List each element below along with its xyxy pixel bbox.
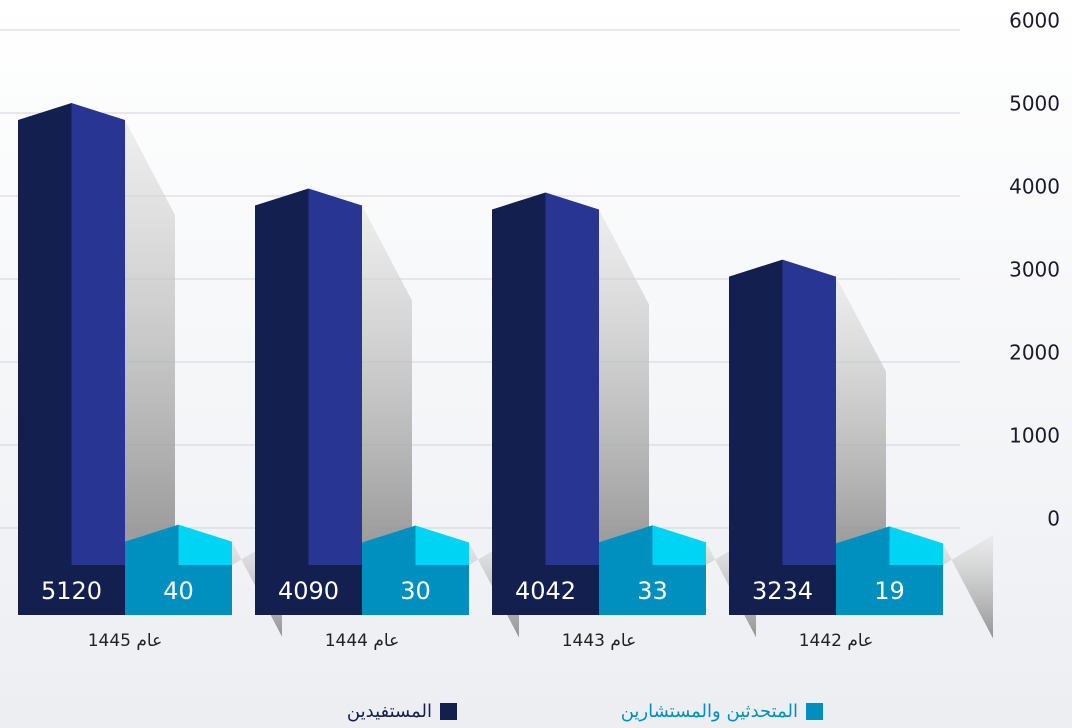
y-tick-label: 3000	[1009, 258, 1060, 282]
value-box	[729, 565, 836, 615]
bar-shadow	[362, 205, 412, 565]
bar-side	[415, 525, 469, 565]
bar	[492, 192, 599, 565]
bar-face	[599, 525, 653, 565]
bar-side	[178, 524, 232, 565]
y-tick-label: 4000	[1009, 175, 1060, 199]
value-label: 4090	[278, 577, 339, 605]
value-label: 4042	[515, 577, 576, 605]
legend-swatch	[440, 703, 457, 720]
bar-face	[362, 525, 416, 565]
bar-face	[492, 192, 546, 565]
x-tick-label: عام 1442	[799, 631, 874, 651]
value-box	[492, 565, 599, 615]
y-tick-label: 6000	[1009, 9, 1060, 33]
legend-label: المستفيدين	[347, 701, 432, 722]
bar-face	[729, 259, 783, 565]
y-tick-label: 5000	[1009, 92, 1060, 116]
value-box	[362, 565, 469, 615]
bar-side	[652, 525, 706, 565]
value-box	[255, 565, 362, 615]
value-label: 30	[400, 577, 431, 605]
bar-face	[18, 103, 72, 565]
bar-side	[71, 103, 125, 565]
value-label: 40	[163, 577, 194, 605]
bar	[362, 525, 469, 565]
bar	[836, 526, 943, 565]
bar	[599, 525, 706, 565]
bar-side	[545, 192, 599, 565]
value-box	[18, 565, 125, 615]
bar-face	[836, 526, 890, 565]
x-tick-label: عام 1443	[562, 631, 637, 651]
value-box	[125, 565, 232, 615]
value-label: 3234	[752, 577, 813, 605]
x-tick-label: عام 1444	[325, 631, 400, 651]
y-tick-label: 2000	[1009, 341, 1060, 365]
value-label: 5120	[41, 577, 102, 605]
bar-shadow	[836, 276, 886, 565]
bar-shadow	[599, 209, 649, 565]
bar	[18, 103, 125, 565]
value-box	[836, 565, 943, 615]
bar-side	[889, 526, 943, 565]
bar	[125, 524, 232, 565]
bar-side	[782, 259, 836, 565]
bar-shadow	[943, 535, 993, 639]
x-tick-label: عام 1445	[88, 631, 163, 651]
bar-face	[125, 524, 179, 565]
value-box	[599, 565, 706, 615]
bar	[255, 188, 362, 565]
bar-face	[255, 188, 309, 565]
y-tick-label: 1000	[1009, 424, 1060, 448]
bar-shadow	[125, 120, 175, 565]
value-label: 19	[874, 577, 905, 605]
legend-swatch	[806, 703, 823, 720]
bar-side	[308, 188, 362, 565]
legend-label: المتحدثين والمستشارين	[621, 701, 798, 722]
y-tick-label: 0	[1047, 507, 1060, 531]
value-label: 33	[637, 577, 668, 605]
bar	[729, 259, 836, 565]
